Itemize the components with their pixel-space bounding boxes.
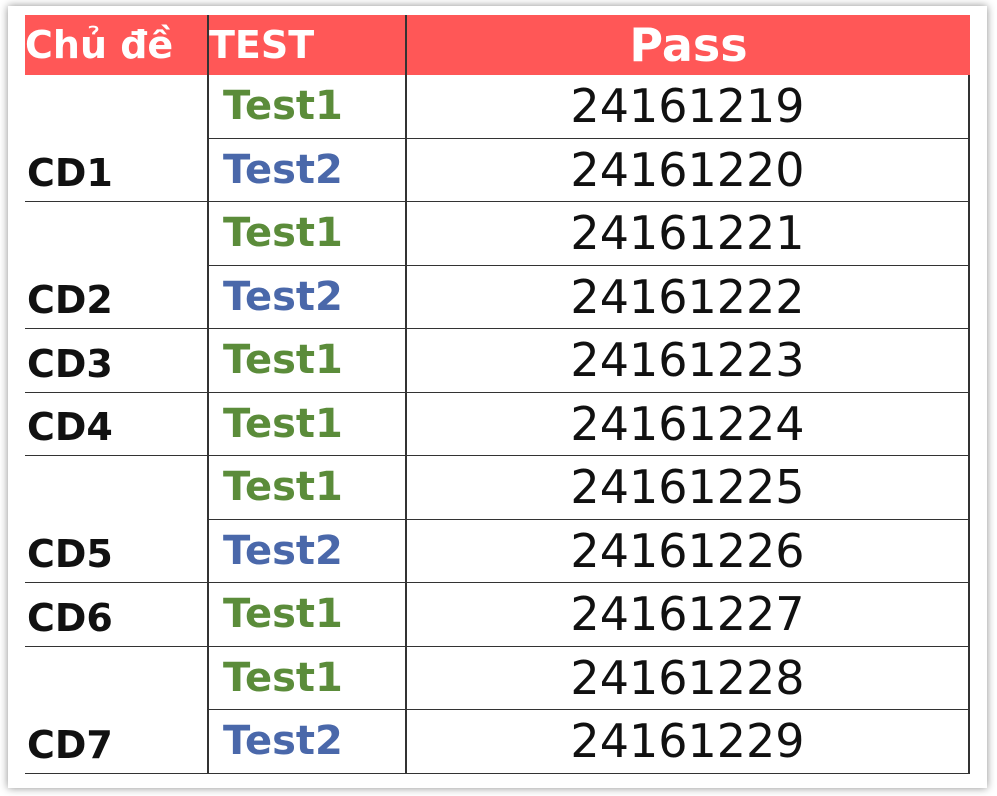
topic-label: CD4 bbox=[25, 393, 207, 456]
pass-code: 24161227 bbox=[405, 583, 970, 647]
test-name: Test1 bbox=[207, 456, 405, 520]
test-name: Test1 bbox=[207, 646, 405, 710]
test-name: Test1 bbox=[207, 329, 405, 393]
pass-code: 24161221 bbox=[405, 202, 970, 266]
test-name: Test1 bbox=[207, 202, 405, 266]
frame bbox=[8, 6, 987, 788]
pass-code: 24161229 bbox=[405, 710, 970, 774]
topic-label: CD5 bbox=[25, 456, 207, 583]
pass-code: 24161223 bbox=[405, 329, 970, 393]
header-pass: Pass bbox=[405, 15, 970, 75]
pass-code: 24161220 bbox=[405, 138, 970, 202]
pass-code: 24161228 bbox=[405, 646, 970, 710]
test-name: Test2 bbox=[207, 519, 405, 583]
pass-code: 24161219 bbox=[405, 75, 970, 139]
header-topic: Chủ đề bbox=[25, 15, 207, 75]
test-name: Test1 bbox=[207, 75, 405, 139]
pass-code: 24161224 bbox=[405, 392, 970, 456]
topic-label: CD6 bbox=[25, 583, 207, 647]
topic-label: CD3 bbox=[25, 329, 207, 393]
pass-code: 24161225 bbox=[405, 456, 970, 520]
test-name: Test1 bbox=[207, 583, 405, 647]
test-name: Test2 bbox=[207, 710, 405, 774]
test-name: Test1 bbox=[207, 392, 405, 456]
test-name: Test2 bbox=[207, 138, 405, 202]
topic-label: CD7 bbox=[25, 647, 207, 774]
topic-label: CD1 bbox=[25, 75, 207, 202]
topic-label: CD2 bbox=[25, 202, 207, 329]
test-name: Test2 bbox=[207, 265, 405, 329]
header-test: TEST bbox=[207, 15, 405, 75]
pass-code: 24161222 bbox=[405, 265, 970, 329]
pass-code: 24161226 bbox=[405, 519, 970, 583]
